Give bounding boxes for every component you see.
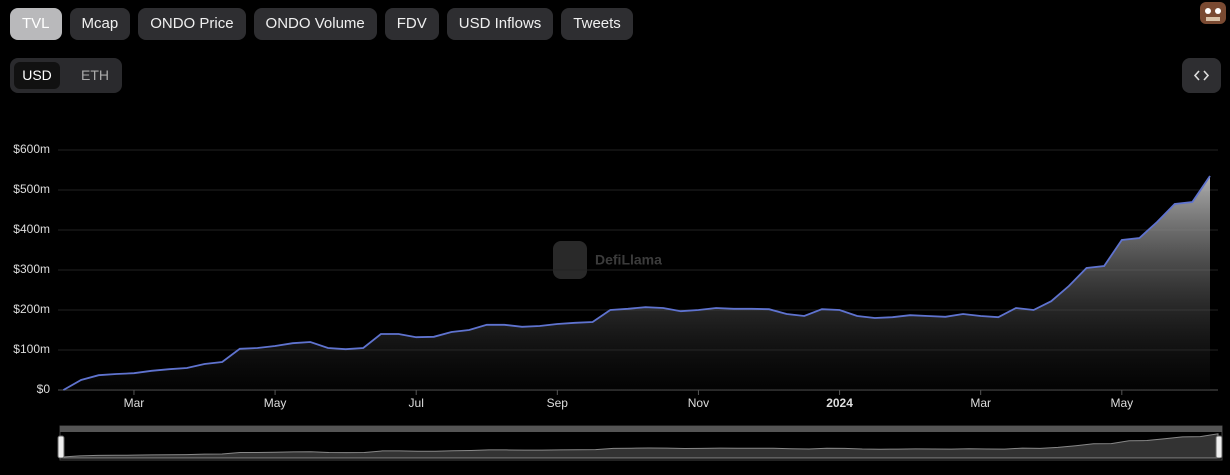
toggle-usd[interactable]: USD bbox=[14, 62, 60, 89]
y-tick-label: $400m bbox=[13, 222, 50, 236]
tab[interactable]: Tweets bbox=[561, 8, 633, 40]
y-tick-label: $100m bbox=[13, 342, 50, 356]
y-tick-label: $300m bbox=[13, 262, 50, 276]
tab-bar: TVL Mcap ONDO Price ONDO Volume FDV USD Inflo… bbox=[10, 8, 633, 40]
watermark: DefiLlama bbox=[553, 241, 662, 279]
tab[interactable]: FDV bbox=[384, 8, 439, 40]
y-tick-label: $500m bbox=[13, 182, 50, 196]
embed-icon bbox=[1193, 70, 1210, 81]
area bbox=[63, 176, 1210, 390]
x-tick-label: Mar bbox=[970, 396, 991, 410]
x-tick-label: Jul bbox=[409, 396, 424, 410]
navigator-line bbox=[61, 433, 1219, 459]
tab[interactable]: USD Inflows bbox=[446, 8, 554, 40]
x-tick-label: Mar bbox=[124, 396, 145, 410]
line bbox=[62, 175, 1211, 391]
y-tick-label: $200m bbox=[13, 302, 50, 316]
navigator-scrollbar bbox=[60, 426, 1222, 432]
embed-button[interactable] bbox=[1182, 58, 1221, 93]
tab[interactable]: ONDO Volume bbox=[253, 8, 377, 40]
tab[interactable]: ONDO Price bbox=[138, 8, 246, 40]
watermark-text: DefiLlama bbox=[595, 252, 662, 268]
toggle-eth[interactable]: ETH bbox=[81, 67, 109, 83]
x-tick-label: May bbox=[1110, 396, 1133, 410]
y-tick-label: $600m bbox=[13, 142, 50, 156]
x-tick-label: Nov bbox=[688, 396, 709, 410]
avatar[interactable] bbox=[1198, 0, 1228, 26]
x-tick-label: May bbox=[264, 396, 287, 410]
y-tick-label: $0 bbox=[37, 382, 51, 396]
x-tick-label: 2024 bbox=[826, 396, 853, 410]
tab[interactable]: TVL bbox=[10, 8, 62, 40]
navigator-handle-left[interactable] bbox=[57, 435, 65, 459]
x-tick-label: Sep bbox=[547, 396, 569, 410]
navigator-handle-right[interactable] bbox=[1215, 435, 1223, 459]
currency-toggle: USD ETH bbox=[10, 58, 122, 93]
tab[interactable]: Mcap bbox=[69, 8, 131, 40]
